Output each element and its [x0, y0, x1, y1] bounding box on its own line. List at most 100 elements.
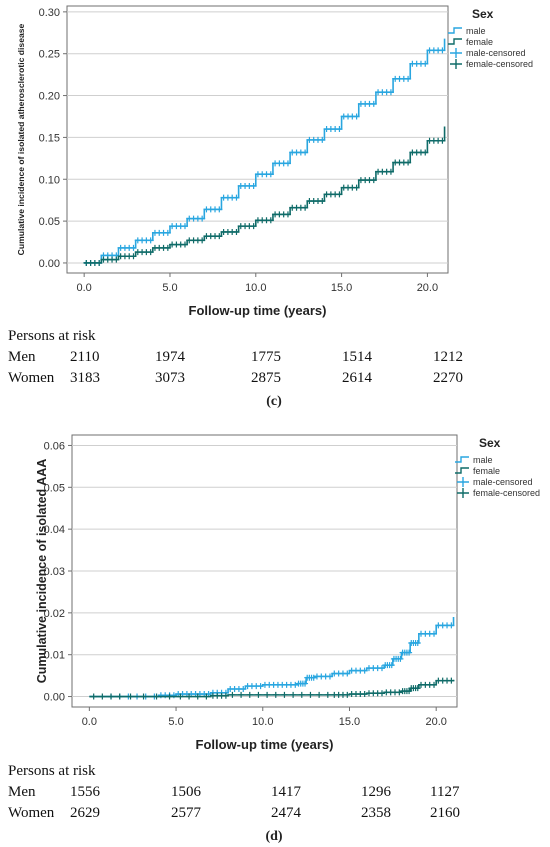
risk-value: 2474	[271, 805, 301, 821]
censor-mark-female	[199, 237, 206, 244]
censor-mark-male	[292, 681, 299, 688]
legend-swatch-male	[448, 27, 462, 34]
censor-mark-male	[319, 136, 326, 143]
y-tick-label: 0.15	[39, 132, 60, 144]
censor-mark-female	[378, 690, 385, 697]
censor-mark-male	[199, 215, 206, 222]
x-tick-label: 20.0	[425, 716, 446, 728]
censor-mark-female	[229, 691, 236, 698]
risk-value: 2614	[342, 370, 372, 386]
cumulative-incidence-chart-d: 0.00 0.01 0.02 0.03 0.04 0.05 0.06 0.0 5.0 10.0 15…	[35, 434, 540, 752]
censor-mark-female	[422, 149, 429, 156]
censor-mark-female	[127, 693, 134, 700]
censor-mark-female	[113, 256, 120, 263]
risk-value: 1127	[430, 784, 460, 800]
censor-mark-male	[336, 126, 343, 133]
censor-mark-female	[177, 693, 184, 700]
censor-mark-female	[108, 693, 115, 700]
y-tick-label: 0.20	[39, 91, 60, 103]
censor-mark-female	[302, 204, 309, 211]
x-axis-label: Follow-up time (years)	[196, 737, 334, 752]
legend-swatch-male-censored	[450, 48, 462, 58]
chart-panel-d: 0.00 0.01 0.02 0.03 0.04 0.05 0.06 0.0 5.0 10.0 15…	[0, 425, 550, 847]
y-tick-label: 0.04	[44, 524, 65, 536]
legend-label-male: male	[466, 26, 486, 36]
censor-mark-female	[290, 691, 297, 698]
censor-mark-male	[370, 100, 377, 107]
censor-mark-male	[344, 670, 351, 677]
censor-mark-female	[414, 685, 421, 692]
censor-mark-male	[216, 206, 223, 213]
risk-value: 1514	[342, 349, 372, 365]
censor-mark-female	[186, 693, 193, 700]
censor-mark-male	[310, 674, 317, 681]
legend-label-male-censored: male-censored	[466, 48, 526, 58]
censor-mark-female	[130, 253, 137, 260]
censor-mark-male	[422, 60, 429, 67]
x-tick-label: 20.0	[417, 282, 438, 294]
censor-mark-female	[99, 693, 106, 700]
censor-mark-female	[336, 191, 343, 198]
censor-mark-female	[222, 692, 229, 699]
censor-mark-female	[361, 691, 368, 698]
censor-mark-male	[130, 244, 137, 251]
censor-mark-male	[240, 686, 247, 693]
legend-swatch-female-censored	[457, 488, 469, 498]
censor-mark-male	[388, 662, 395, 669]
y-tick-label: 0.00	[44, 692, 65, 704]
censor-mark-male	[439, 47, 446, 54]
legend-label-female-censored: female-censored	[466, 59, 533, 69]
censor-mark-male	[405, 75, 412, 82]
censor-mark-female	[267, 217, 274, 224]
censor-mark-female	[116, 693, 123, 700]
legend-label-female-censored: female-censored	[473, 488, 540, 498]
censor-mark-male	[267, 171, 274, 178]
censor-mark-female	[370, 177, 377, 184]
risk-value: 2629	[70, 805, 100, 821]
censor-mark-female	[316, 691, 323, 698]
series-line-male	[84, 38, 446, 264]
censor-mark-male	[378, 665, 385, 672]
risk-value: 3183	[70, 370, 100, 386]
censor-mark-female	[284, 211, 291, 218]
legend-swatch-male-censored	[457, 477, 469, 487]
y-tick-label: 0.10	[39, 174, 60, 186]
y-axis-label: Cumulative incidence of isolated AAA	[35, 459, 49, 684]
censor-mark-female	[153, 693, 160, 700]
risk-value: 1775	[251, 349, 281, 365]
risk-value: 2577	[171, 805, 201, 821]
censor-mark-male	[257, 683, 264, 690]
censor-mark-female	[246, 691, 253, 698]
x-tick-label: 5.0	[168, 716, 183, 728]
censor-mark-female	[216, 233, 223, 240]
y-tick-label: 0.05	[44, 482, 65, 494]
y-tick-label: 0.01	[44, 650, 65, 662]
legend-title: Sex	[472, 7, 494, 21]
plot-frame	[66, 5, 449, 274]
censor-mark-male	[250, 182, 257, 189]
legend-label-male-censored: male-censored	[473, 477, 533, 487]
censor-mark-female	[233, 228, 240, 235]
censor-mark-female	[96, 259, 103, 266]
censor-mark-male	[353, 113, 360, 120]
censor-mark-male	[448, 622, 455, 629]
censor-mark-male	[387, 89, 394, 96]
risk-value: 1556	[70, 784, 100, 800]
censor-mark-female	[324, 691, 331, 698]
censor-mark-female	[281, 691, 288, 698]
legend-swatch-male	[455, 456, 469, 463]
censor-mark-male	[406, 649, 413, 656]
y-tick-label: 0.03	[44, 566, 65, 578]
censor-mark-female	[90, 693, 97, 700]
legend-swatch-female-censored	[450, 59, 462, 69]
risk-value: 1974	[155, 349, 185, 365]
censor-mark-female	[298, 691, 305, 698]
y-tick-label: 0.30	[39, 7, 60, 19]
censor-mark-female	[319, 198, 326, 205]
y-axis-label: Cumulative incidence of isolated atheros…	[16, 23, 26, 255]
censor-mark-female	[396, 689, 403, 696]
risk-value: 2875	[251, 370, 281, 386]
censor-mark-male	[284, 160, 291, 167]
x-tick-label: 15.0	[339, 716, 360, 728]
censor-mark-female	[238, 691, 245, 698]
